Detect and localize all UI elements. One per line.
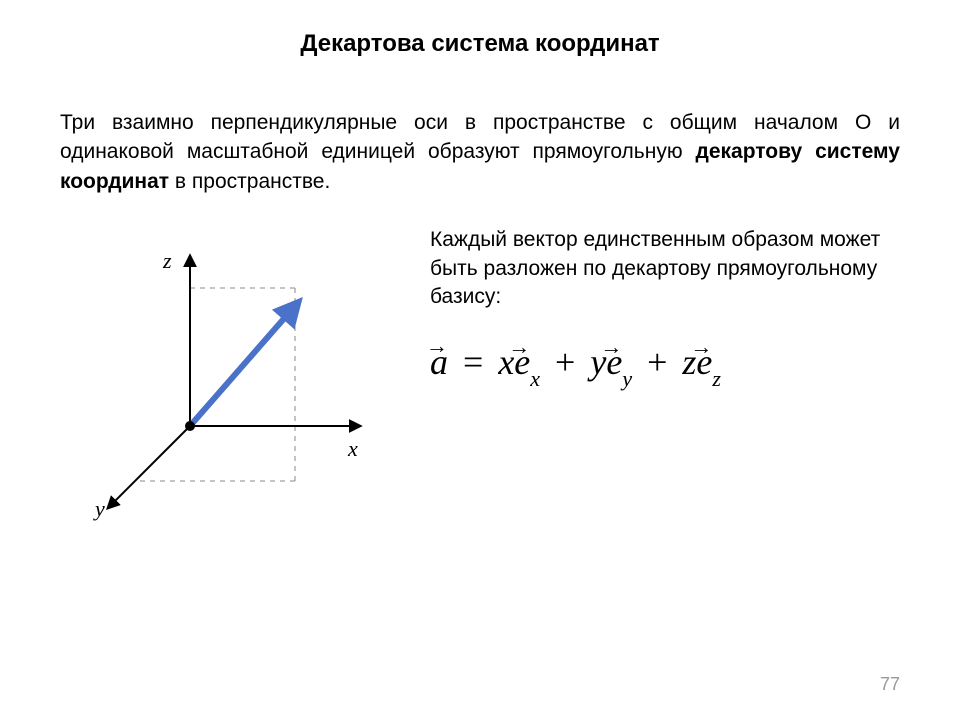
page-number: 77 [880, 674, 900, 695]
formula-yey: y→ey [590, 341, 632, 388]
vector-arrow-icon: → [426, 335, 448, 357]
intro-paragraph: Три взаимно перпендикулярные оси в прост… [60, 108, 900, 196]
vector-arrow-icon: → [690, 336, 712, 358]
plus-sign: + [647, 342, 667, 382]
formula-a: →a [430, 341, 448, 383]
right-column: Каждый вектор единственным образом может… [400, 216, 900, 388]
plus-sign: + [555, 342, 575, 382]
decomposition-formula: →a = x→ex + y→ey + z→ez [430, 341, 900, 388]
coordinate-diagram: x y z [60, 216, 400, 536]
vector-arrow-icon: → [600, 336, 622, 358]
axis-label-x: x [348, 436, 358, 462]
formula-xex: x→ex [498, 341, 540, 388]
vector-arrow-icon: → [508, 336, 530, 358]
basis-text: Каждый вектор единственным образом может… [430, 226, 900, 311]
page-title: Декартова система координат [60, 30, 900, 58]
axis-label-y: y [95, 496, 105, 522]
axis-label-z: z [163, 248, 172, 274]
axes-svg [60, 216, 400, 536]
content-row: x y z Каждый вектор единственным образом… [60, 216, 900, 536]
equals-sign: = [463, 342, 483, 382]
intro-text-after: в пространстве. [169, 170, 330, 193]
formula-zez: z→ez [682, 341, 721, 388]
